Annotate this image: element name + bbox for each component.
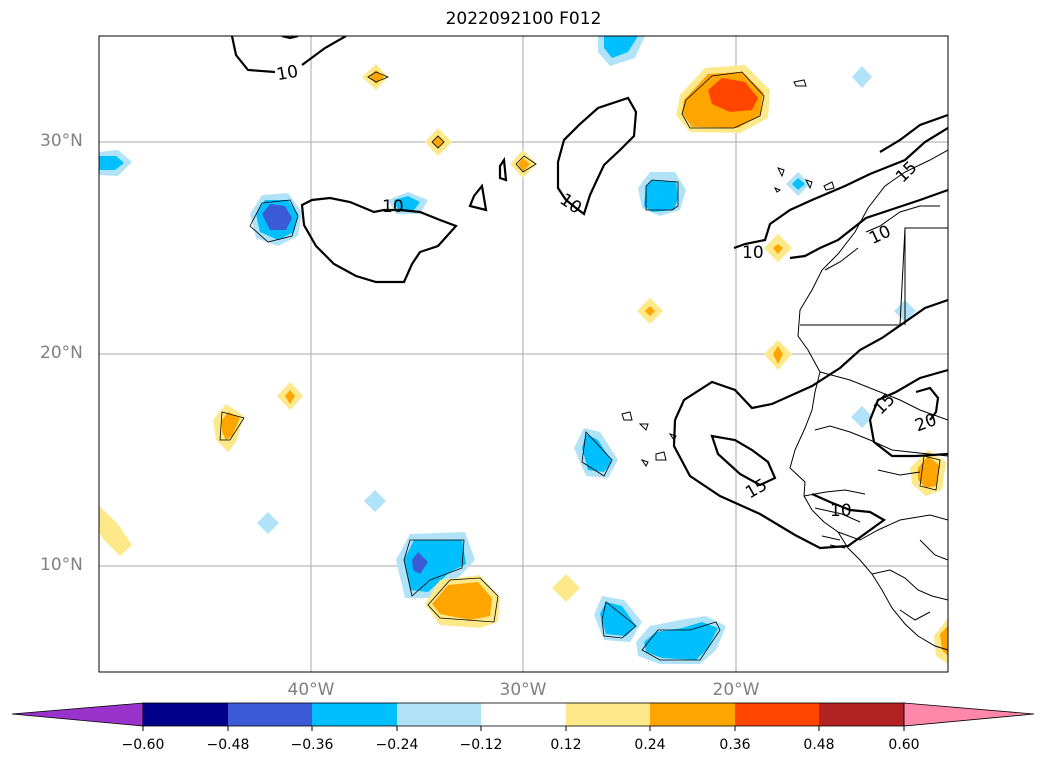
contour-label: 10 [382, 197, 404, 217]
contour-label: 10 [830, 501, 852, 521]
longitude-label-20w: 20°W [712, 680, 760, 700]
colorbar-tick-label: −0.12 [459, 737, 503, 753]
negative-anomaly-blob [644, 180, 678, 212]
positive-anomaly-blob [518, 158, 530, 172]
negative-anomaly-blob [792, 178, 805, 190]
negative-anomaly-blob [604, 36, 638, 58]
colorbar-tick-label: −0.48 [206, 737, 250, 753]
negative-anomaly-blob [600, 602, 636, 636]
anomaly-outlines [219, 71, 941, 661]
positive-anomaly-blob [222, 412, 240, 440]
colorbar-segment [819, 703, 904, 726]
positive-anomaly-blob [552, 574, 580, 602]
colorbar-tick-label: 0.24 [634, 737, 666, 753]
negative-anomaly-blob [851, 406, 873, 428]
colorbar-segment [312, 703, 397, 726]
negative-anomaly-blob [404, 540, 466, 592]
negative-anomaly-blob [364, 490, 386, 512]
longitude-label-30w: 30°W [499, 680, 547, 700]
colorbar-tick-label: −0.60 [121, 737, 165, 753]
positive-anomaly-blob [285, 390, 295, 404]
negative-anomaly-blob [99, 156, 124, 170]
gridlines [99, 36, 948, 672]
plot-frame [98, 35, 949, 673]
longitude-label-40w: 40°W [287, 680, 335, 700]
colorbar-segment [566, 703, 650, 726]
negative-anomaly-blob [257, 512, 279, 534]
positive-anomaly-blob [773, 346, 783, 364]
colorbar-segment [143, 703, 228, 726]
positive-anomaly-blob [918, 456, 940, 488]
colorbar-tick-label: 0.36 [719, 737, 751, 753]
shaded-anomalies [99, 36, 948, 664]
negative-anomaly-blob [582, 434, 612, 472]
latitude-label-30n: 30°N [40, 131, 83, 151]
negative-anomaly-blob [412, 552, 428, 574]
contour-label: 10 [275, 62, 300, 85]
colorbar-min-extend [11, 702, 144, 727]
colorbar-tick-label: 0.48 [803, 737, 835, 753]
negative-anomaly-blob [394, 196, 420, 210]
positive-anomaly-blob [708, 78, 758, 112]
latitude-label-20n: 20°N [40, 343, 83, 363]
positive-anomaly-blob [773, 244, 783, 254]
positive-anomaly-blob [432, 582, 492, 620]
colorbar-frame [142, 702, 905, 727]
mean-field-contours [230, 36, 948, 550]
negative-anomaly-blob [644, 622, 718, 660]
contour-label: 10 [742, 243, 764, 263]
colorbar-segment [397, 703, 481, 726]
colorbar-tick-label: 0.12 [550, 737, 582, 753]
coastlines [621, 79, 948, 651]
colorbar-tick-label: −0.24 [375, 737, 419, 753]
colorbar-segment [650, 703, 735, 726]
map-title: 2022092100 F012 [445, 9, 602, 29]
colorbar-segment [735, 703, 819, 726]
negative-anomaly-blob [852, 66, 872, 88]
colorbar-segment [481, 703, 566, 726]
colorbar-tick-label: 0.60 [888, 737, 920, 753]
positive-anomaly-blob [99, 506, 132, 556]
latitude-label-10n: 10°N [40, 555, 83, 575]
colorbar [11, 702, 1035, 731]
positive-anomaly-blob [645, 306, 655, 316]
colorbar-tick-label: −0.36 [290, 737, 334, 753]
colorbar-segment [228, 703, 312, 726]
colorbar-max-extend [903, 702, 1035, 727]
negative-anomaly-blob [262, 204, 292, 230]
